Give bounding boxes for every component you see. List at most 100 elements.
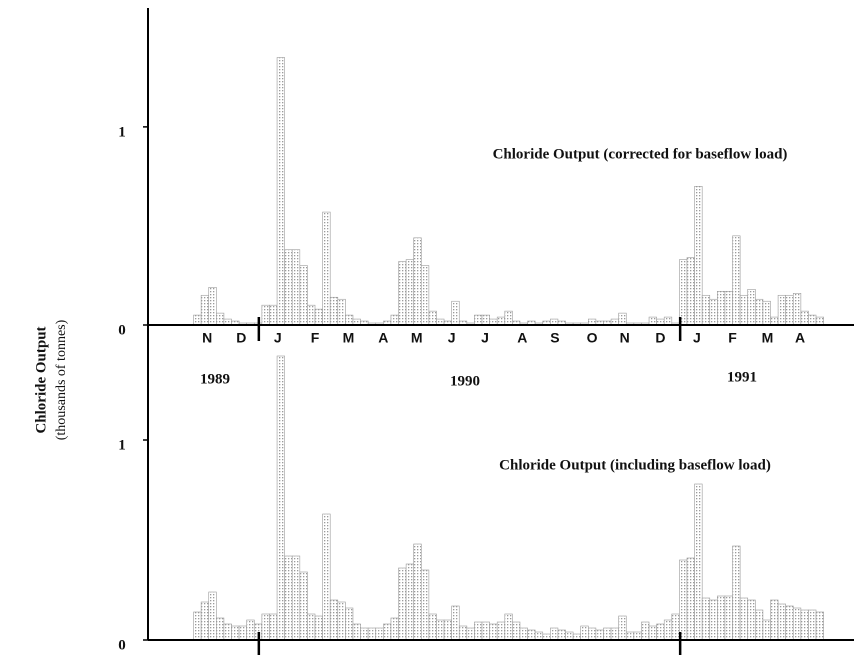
x-tick-label: M: [411, 330, 423, 346]
bar: [739, 294, 749, 326]
bar: [512, 621, 521, 641]
bar: [800, 609, 809, 641]
bar: [808, 609, 817, 641]
bar: [337, 298, 346, 326]
x-tick-label: A: [795, 330, 805, 346]
x-tick-label: O: [587, 330, 598, 346]
bar: [405, 563, 414, 641]
bar: [216, 617, 225, 641]
bar: [284, 249, 293, 326]
y-axis-label: Chloride Output: [33, 326, 49, 433]
bar: [777, 603, 786, 641]
bar: [329, 599, 339, 641]
chart-title: Chloride Output (including baseflow load…: [499, 457, 771, 473]
bar: [405, 259, 414, 326]
x-tick-label: A: [378, 330, 388, 346]
bar: [428, 310, 437, 326]
bar: [557, 629, 566, 641]
bar: [534, 631, 544, 641]
x-tick-label: J: [693, 330, 701, 346]
y-tick-label: 1: [118, 437, 126, 453]
bar: [360, 627, 369, 641]
bar: [269, 304, 278, 326]
bar: [732, 545, 741, 641]
bar: [413, 543, 422, 641]
x-tick-label: D: [236, 330, 246, 346]
bar: [284, 555, 293, 641]
bar: [458, 625, 468, 641]
bar: [777, 294, 786, 326]
bar: [625, 631, 635, 641]
bar: [390, 314, 399, 326]
bar: [420, 265, 430, 326]
bar: [709, 298, 718, 326]
bar: [200, 294, 210, 326]
bar: [686, 257, 695, 326]
bar: [216, 312, 225, 326]
x-tick-label: A: [517, 330, 527, 346]
bar: [815, 611, 824, 641]
bar: [739, 597, 749, 641]
bar: [663, 316, 673, 326]
x-tick-label: D: [655, 330, 665, 346]
bar: [466, 627, 475, 641]
bar: [762, 619, 771, 641]
bar: [717, 291, 726, 326]
bar: [200, 601, 210, 641]
bar: [496, 316, 506, 326]
bar: [314, 615, 323, 641]
x-tick-label: J: [481, 330, 489, 346]
bar: [291, 249, 301, 326]
bar: [398, 567, 407, 641]
bar: [443, 619, 452, 641]
bar: [732, 235, 741, 326]
x-tick-label: J: [448, 330, 456, 346]
bar: [565, 631, 574, 641]
bar: [618, 312, 627, 326]
x-tick-label: M: [762, 330, 774, 346]
bar: [679, 259, 688, 326]
bar: [451, 300, 460, 326]
bar: [208, 287, 217, 326]
bar: [193, 611, 202, 641]
y-axis-unit: (thousands of tonnes): [54, 319, 69, 440]
bar: [413, 237, 422, 326]
bar: [314, 308, 323, 326]
bar: [481, 314, 490, 326]
bar: [481, 621, 490, 641]
bar: [345, 607, 354, 641]
bar: [603, 627, 612, 641]
bar: [307, 613, 316, 641]
bar: [436, 619, 445, 641]
year-label: 1991: [727, 369, 757, 385]
bar: [610, 627, 619, 641]
bar: [337, 601, 346, 641]
bar: [329, 296, 339, 326]
bar: [193, 314, 202, 326]
bar: [238, 625, 247, 641]
bar: [770, 599, 779, 641]
bar: [451, 605, 460, 641]
year-label: 1990: [450, 373, 480, 389]
bar: [398, 261, 407, 326]
x-tick-label: M: [343, 330, 355, 346]
bar: [474, 621, 483, 641]
bar: [322, 513, 331, 641]
bar: [276, 57, 285, 326]
y-tick-label: 0: [118, 637, 126, 653]
bar: [663, 619, 673, 641]
bar: [724, 291, 733, 326]
bar: [717, 595, 726, 641]
bar: [785, 605, 794, 641]
x-tick-label: N: [620, 330, 630, 346]
bar: [352, 623, 361, 641]
bar: [747, 599, 756, 641]
bar: [815, 316, 824, 326]
bar: [504, 310, 513, 326]
bar: [261, 613, 270, 641]
bar: [276, 355, 285, 641]
bar: [686, 557, 695, 641]
bar: [261, 304, 270, 326]
bar: [291, 555, 301, 641]
bar: [428, 613, 437, 641]
